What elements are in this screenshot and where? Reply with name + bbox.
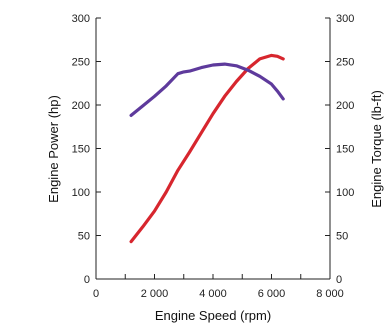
ticks [95, 17, 331, 280]
series-lines [129, 53, 285, 244]
x-tick-label: 8 000 [316, 288, 344, 300]
right-y-tick-label: 250 [336, 57, 354, 69]
right-y-tick-label: 150 [336, 144, 354, 156]
left-y-tick-label: 250 [72, 57, 90, 69]
left-y-tick-label: 100 [72, 187, 90, 199]
x-tick-label: 6 000 [258, 288, 286, 300]
left-y-axis-title: Engine Power (hp) [46, 95, 61, 203]
tick-labels: 0 50 100 150 200 250 300 0 50 100 150 200 250 300 0 2 0… [72, 13, 355, 300]
left-y-tick-label: 0 [84, 274, 90, 286]
right-y-tick-label: 50 [336, 231, 348, 243]
torque-curve-line [129, 62, 285, 118]
right-y-axis-title: Engine Torque (lb-ft) [369, 90, 384, 208]
x-tick-label: 4 000 [199, 288, 227, 300]
left-y-tick-label: 300 [72, 13, 90, 25]
right-y-tick-label: 300 [336, 13, 354, 25]
right-y-tick-label: 200 [336, 100, 354, 112]
left-y-tick-label: 150 [72, 144, 90, 156]
left-y-tick-label: 200 [72, 100, 90, 112]
power-curve-line [129, 53, 285, 244]
x-axis-title: Engine Speed (rpm) [155, 308, 271, 323]
right-y-tick-label: 100 [336, 187, 354, 199]
left-y-tick-label: 50 [78, 231, 90, 243]
right-y-tick-label: 0 [336, 274, 342, 286]
x-tick-label: 2 000 [141, 288, 169, 300]
x-tick-label: 0 [93, 288, 99, 300]
